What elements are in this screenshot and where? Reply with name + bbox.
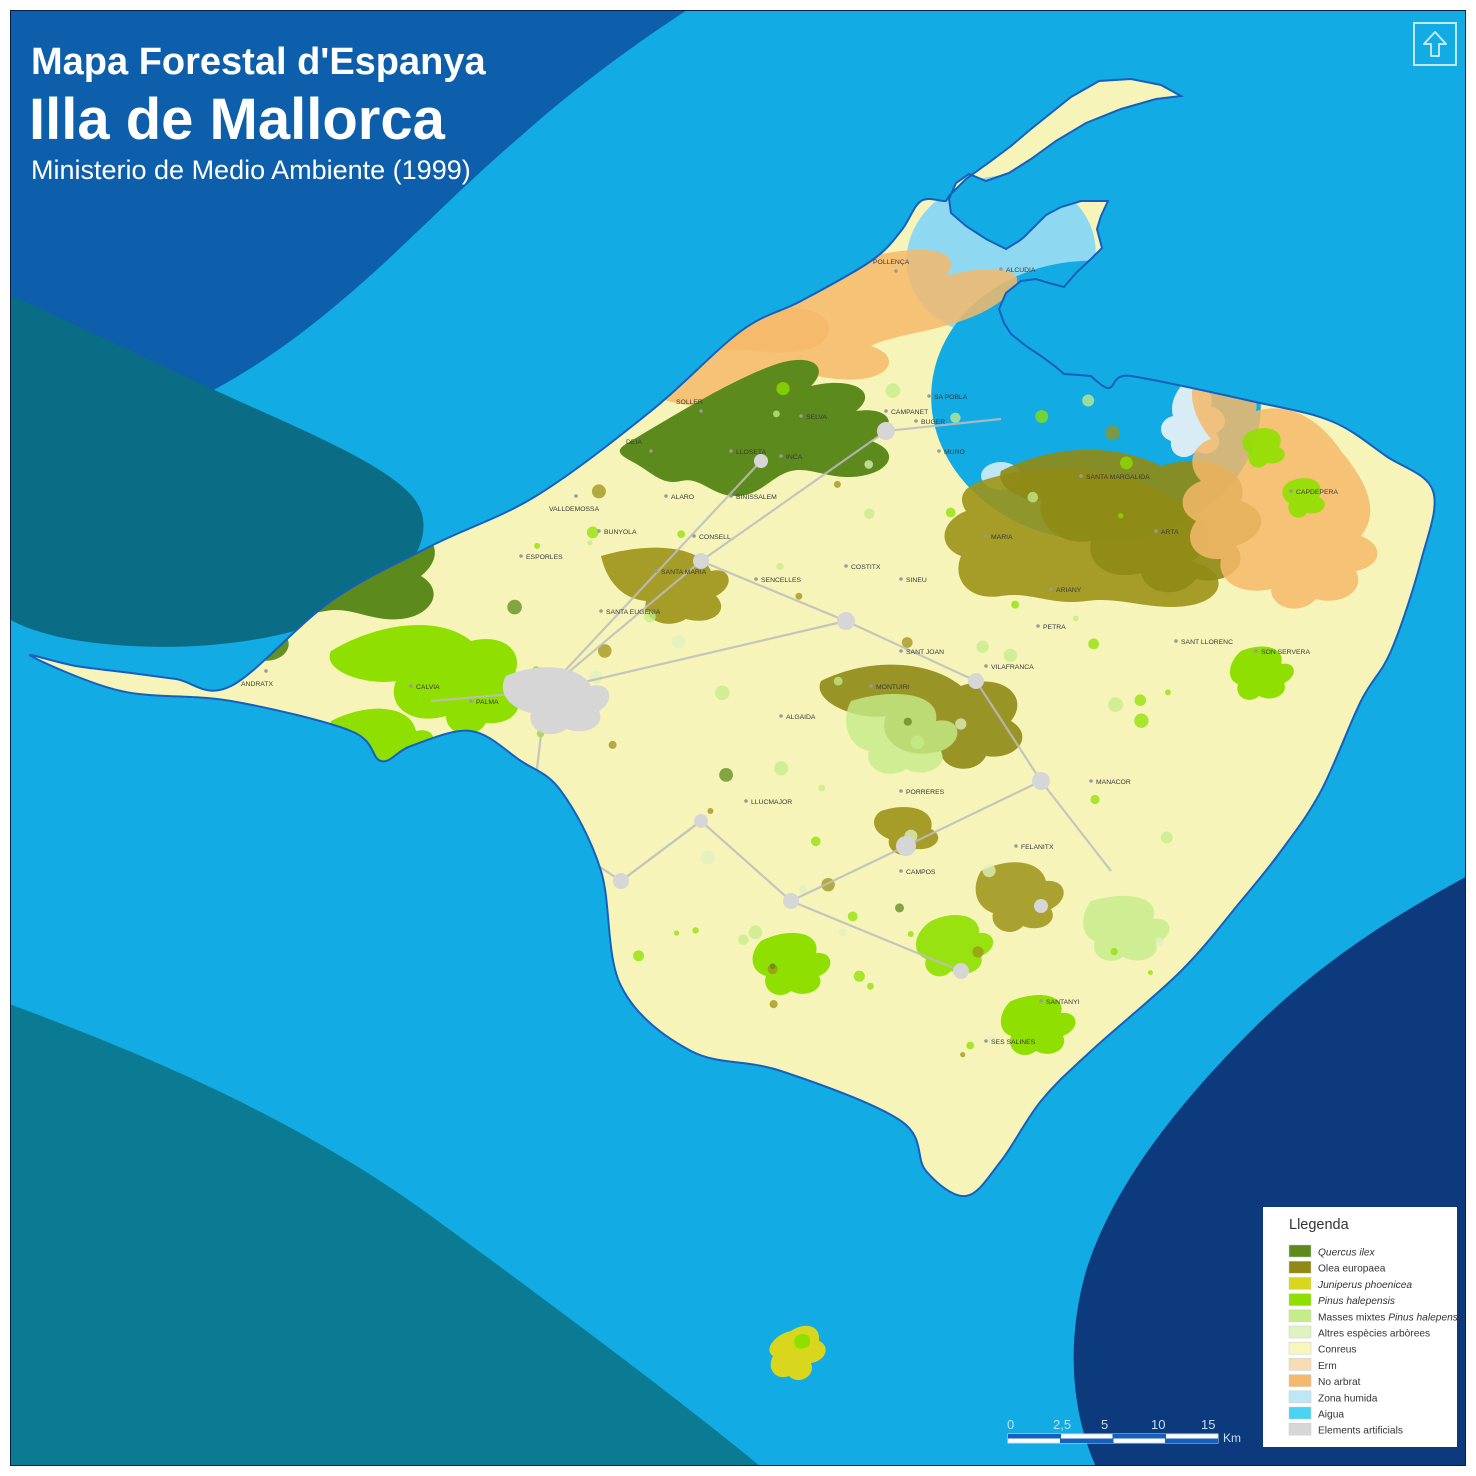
svg-text:Conreus: Conreus bbox=[1318, 1345, 1357, 1356]
svg-text:CAPDEPERA: CAPDEPERA bbox=[1296, 489, 1338, 496]
svg-text:10: 10 bbox=[1151, 1417, 1165, 1432]
svg-text:0: 0 bbox=[1007, 1417, 1014, 1432]
svg-text:Llegenda: Llegenda bbox=[1289, 1217, 1350, 1233]
svg-text:SANT JOAN: SANT JOAN bbox=[906, 649, 944, 656]
svg-text:Erm: Erm bbox=[1318, 1361, 1337, 1372]
svg-text:SINEU: SINEU bbox=[906, 577, 927, 584]
svg-text:SANTA EUGENIA: SANTA EUGENIA bbox=[606, 609, 661, 616]
svg-text:LLOSETA: LLOSETA bbox=[736, 449, 767, 456]
svg-text:COSTITX: COSTITX bbox=[851, 564, 881, 571]
svg-text:Quercus ilex: Quercus ilex bbox=[1318, 1248, 1376, 1259]
svg-text:SANTA MARIA: SANTA MARIA bbox=[661, 569, 707, 576]
svg-text:ARTA: ARTA bbox=[1161, 529, 1179, 536]
svg-text:Illa de Mallorca: Illa de Mallorca bbox=[29, 87, 446, 152]
svg-text:Juniperus phoenicea: Juniperus phoenicea bbox=[1317, 1280, 1412, 1291]
svg-text:SELVA: SELVA bbox=[806, 414, 827, 421]
svg-text:Elements artificials: Elements artificials bbox=[1318, 1426, 1403, 1437]
svg-text:CAMPOS: CAMPOS bbox=[906, 869, 936, 876]
svg-text:5: 5 bbox=[1101, 1417, 1108, 1432]
svg-text:BUGER: BUGER bbox=[921, 419, 945, 426]
svg-text:Olea europaea: Olea europaea bbox=[1318, 1264, 1386, 1275]
svg-text:FELANITX: FELANITX bbox=[1021, 844, 1054, 851]
svg-text:PORRERES: PORRERES bbox=[906, 789, 945, 796]
svg-text:ESPORLES: ESPORLES bbox=[526, 554, 563, 561]
svg-text:SENCELLES: SENCELLES bbox=[761, 577, 802, 584]
svg-text:Mapa Forestal d'Espanya: Mapa Forestal d'Espanya bbox=[31, 41, 486, 83]
svg-text:Aigua: Aigua bbox=[1318, 1410, 1344, 1421]
svg-text:ALCUDIA: ALCUDIA bbox=[1006, 267, 1036, 274]
svg-text:SON SERVERA: SON SERVERA bbox=[1261, 649, 1310, 656]
svg-text:VILAFRANCA: VILAFRANCA bbox=[991, 664, 1034, 671]
svg-text:BINISSALEM: BINISSALEM bbox=[736, 494, 777, 501]
svg-text:Km: Km bbox=[1223, 1431, 1241, 1445]
svg-text:DEIA: DEIA bbox=[626, 439, 642, 446]
svg-text:SANTANYI: SANTANYI bbox=[1046, 999, 1080, 1006]
svg-text:SANT LLORENC: SANT LLORENC bbox=[1181, 639, 1233, 646]
svg-text:Pinus halepensis: Pinus halepensis bbox=[1318, 1296, 1395, 1307]
svg-text:CAMPANET: CAMPANET bbox=[891, 409, 928, 416]
svg-text:INCA: INCA bbox=[786, 454, 803, 461]
svg-text:MURO: MURO bbox=[944, 449, 965, 456]
svg-text:MARIA: MARIA bbox=[991, 534, 1013, 541]
svg-text:MONTUIRI: MONTUIRI bbox=[876, 684, 910, 691]
svg-text:PETRA: PETRA bbox=[1043, 624, 1066, 631]
svg-text:15: 15 bbox=[1201, 1417, 1215, 1432]
svg-text:2,5: 2,5 bbox=[1053, 1417, 1071, 1432]
svg-text:SANTA MARGALIDA: SANTA MARGALIDA bbox=[1086, 474, 1150, 481]
svg-text:ARIANY: ARIANY bbox=[1056, 587, 1082, 594]
svg-text:ANDRATX: ANDRATX bbox=[241, 681, 273, 688]
svg-text:VALLDEMOSSA: VALLDEMOSSA bbox=[549, 506, 600, 513]
svg-text:CALVIA: CALVIA bbox=[416, 684, 440, 691]
svg-text:Altres espècies arbòrees: Altres espècies arbòrees bbox=[1318, 1329, 1430, 1340]
svg-text:PALMA: PALMA bbox=[476, 699, 499, 706]
svg-text:Masses mixtes Pinus halepensis: Masses mixtes Pinus halepensis bbox=[1318, 1312, 1465, 1323]
svg-text:SOLLER: SOLLER bbox=[676, 399, 703, 406]
svg-text:SES SALINES: SES SALINES bbox=[991, 1039, 1036, 1046]
svg-text:ALGAIDA: ALGAIDA bbox=[786, 714, 816, 721]
svg-text:POLLENÇA: POLLENÇA bbox=[873, 259, 910, 266]
svg-text:SA POBLA: SA POBLA bbox=[934, 394, 968, 401]
svg-text:ALARO: ALARO bbox=[671, 494, 694, 501]
svg-text:No arbrat: No arbrat bbox=[1318, 1377, 1361, 1388]
svg-text:BUNYOLA: BUNYOLA bbox=[604, 529, 637, 536]
svg-text:Zona humida: Zona humida bbox=[1318, 1393, 1378, 1404]
svg-text:CONSELL: CONSELL bbox=[699, 534, 731, 541]
svg-text:MANACOR: MANACOR bbox=[1096, 779, 1131, 786]
svg-text:LLUCMAJOR: LLUCMAJOR bbox=[751, 799, 792, 806]
svg-text:Ministerio de Medio Ambiente (: Ministerio de Medio Ambiente (1999) bbox=[31, 155, 471, 185]
